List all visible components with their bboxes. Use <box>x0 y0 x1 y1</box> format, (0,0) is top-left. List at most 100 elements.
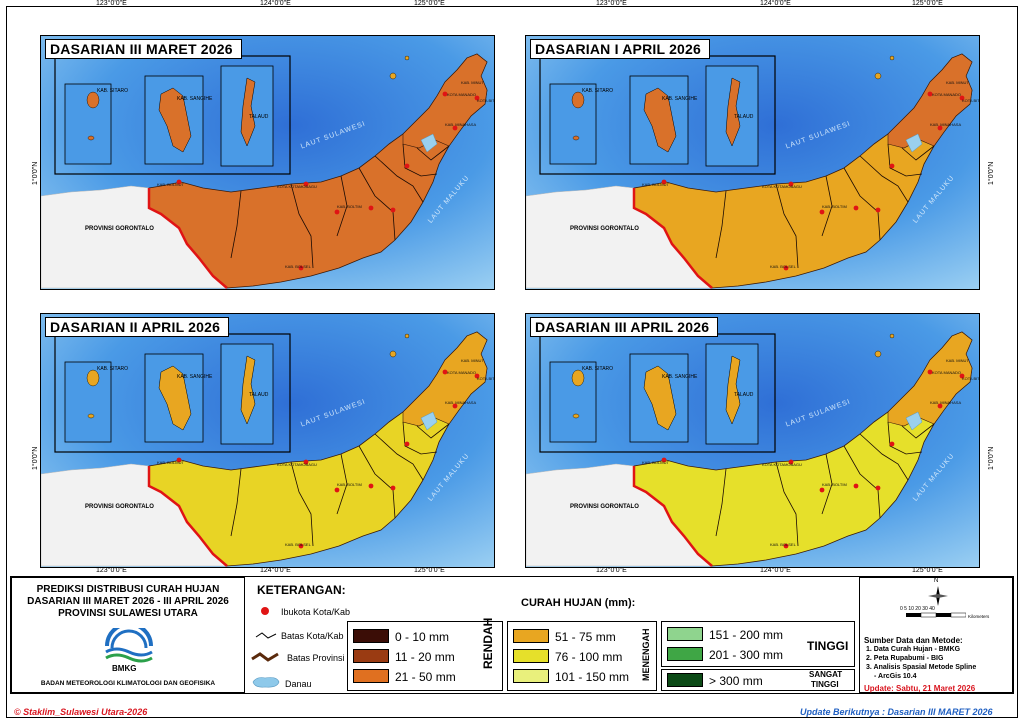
capital-dot <box>783 265 789 271</box>
group-label-rendah: RENDAH <box>481 617 495 669</box>
district-label: KAB. BOLTIM <box>337 204 362 209</box>
inset-label: KAB. SITARO <box>97 88 129 94</box>
district-boundary <box>901 145 935 161</box>
sangat-tinggi-group <box>661 669 855 691</box>
capital-dot <box>661 457 667 463</box>
map-frame <box>6 6 1018 718</box>
district-boundary <box>859 433 909 481</box>
capital-dot <box>889 441 895 447</box>
legend-symbol-label: Ibukota Kota/Kab <box>281 607 351 617</box>
rain-class-swatch <box>667 673 703 687</box>
inset-label: KAB. SITARO <box>582 88 614 94</box>
capital-dot <box>303 459 309 465</box>
district-boundary <box>358 167 396 241</box>
rain-class-swatch <box>667 627 703 641</box>
district-boundary <box>336 175 348 237</box>
capital-dot <box>853 205 859 211</box>
district-boundary <box>843 445 881 519</box>
capital-dot <box>937 125 943 131</box>
district-boundary <box>416 145 450 161</box>
district-label: KAB. BOLTIM <box>337 482 362 487</box>
district-label: KOTA KOTAMOBAGU <box>762 184 802 189</box>
map-panel: DASARIAN I APRIL 2026 KAB. SITARO KAB. SAN… <box>525 35 980 290</box>
rain-class-label: 201 - 300 mm <box>709 648 784 662</box>
district-label: KAB. BOLSEL <box>285 264 311 269</box>
inset-label: KAB. SANGIHE <box>662 96 698 102</box>
lon-label: 125°0'0"E <box>414 0 445 7</box>
group-label-tinggi: TINGGI <box>807 639 849 653</box>
capital-dot <box>368 483 374 489</box>
capital-dot <box>390 485 396 491</box>
district-boundary <box>821 175 833 237</box>
district-label: KAB. BOLMUT <box>157 182 184 187</box>
district-boundary <box>715 190 727 259</box>
capital-dot <box>474 373 480 379</box>
district-label: KAB. BOLMUT <box>642 460 669 465</box>
district-boundary <box>901 423 935 439</box>
scale-unit: Kilometers <box>968 614 990 619</box>
island <box>404 333 410 339</box>
capital-dot <box>303 181 309 187</box>
capital-dot <box>937 403 943 409</box>
district-label: KAB. BOLMUT <box>157 460 184 465</box>
source-item: 2. Peta Rupabumi - BIG <box>866 655 944 662</box>
capital-dot <box>889 163 895 169</box>
capital-dot <box>788 181 794 187</box>
district-label: KAB. BOLSEL <box>770 542 796 547</box>
province-label: PROVINSI GORONTALO <box>85 226 154 232</box>
island <box>389 350 397 358</box>
title-line-3: PROVINSI SULAWESI UTARA <box>58 608 198 619</box>
rain-class-swatch <box>353 629 389 643</box>
district-boundary <box>887 421 923 455</box>
district-label: KOTA KOTAMOBAGU <box>277 462 317 467</box>
island <box>571 91 585 109</box>
source-block: N 0 5 10 20 30 40 Kilometers Sumber Data… <box>859 577 1013 693</box>
legend-symbol-label: Danau <box>285 679 312 689</box>
island <box>404 55 410 61</box>
inset-label: KAB. SANGIHE <box>662 374 698 380</box>
district-label: KAB. MINUT <box>946 358 969 363</box>
source-item: 3. Analisis Spasial Metode Spline <box>866 664 977 671</box>
sources-heading: Sumber Data dan Metode: <box>864 636 963 645</box>
lake-tondano <box>420 411 438 431</box>
logo-text: BMKG <box>112 664 137 673</box>
district-boundary <box>336 453 348 515</box>
province-boundary-icon <box>251 652 279 662</box>
compass-rose-icon <box>928 586 948 606</box>
panel-title: DASARIAN I APRIL 2026 <box>530 39 711 59</box>
district-label: KOTA KOTAMOBAGU <box>762 462 802 467</box>
scale-ticks: 0 5 10 20 30 40 <box>900 606 935 612</box>
lon-label: 123°0'0"E <box>596 567 627 574</box>
island <box>572 135 580 141</box>
island <box>86 91 100 109</box>
island <box>889 333 895 339</box>
panel-title: DASARIAN III MARET 2026 <box>45 39 242 59</box>
district-boundary <box>715 468 727 537</box>
lon-label: 125°0'0"E <box>414 567 445 574</box>
capital-dot <box>875 485 881 491</box>
inset-map <box>549 83 597 165</box>
capital-dot <box>442 91 448 97</box>
map-panel: DASARIAN II APRIL 2026 KAB. SITARO KAB. SA… <box>40 313 495 568</box>
district-label: KAB. BOLTIM <box>822 482 847 487</box>
rain-class-label: 51 - 75 mm <box>555 630 616 644</box>
capital-dot <box>334 209 340 215</box>
rain-heading: CURAH HUJAN (mm): <box>521 597 636 609</box>
capital-dot-icon <box>261 607 269 615</box>
legend-heading: KETERANGAN: <box>257 583 346 597</box>
legend-symbol-label: Batas Provinsi <box>287 653 345 663</box>
district-label: KOTA BITUNG <box>962 98 980 103</box>
island-sangihe <box>158 365 192 431</box>
rain-class-label: 151 - 200 mm <box>709 628 784 642</box>
capital-dot <box>788 459 794 465</box>
inset-label: KAB. SITARO <box>582 366 614 372</box>
district-label: KAB. BOLSEL <box>285 542 311 547</box>
lon-label: 124°0'0"E <box>760 567 791 574</box>
group-label-sangat: SANGAT <box>809 670 843 679</box>
lon-label: 124°0'0"E <box>260 567 291 574</box>
district-label: KAB. MINUT <box>461 358 484 363</box>
district-boundary <box>775 461 799 547</box>
rain-class-swatch <box>513 629 549 643</box>
district-boundary <box>290 183 314 269</box>
rain-class-label: 11 - 20 mm <box>395 650 455 664</box>
